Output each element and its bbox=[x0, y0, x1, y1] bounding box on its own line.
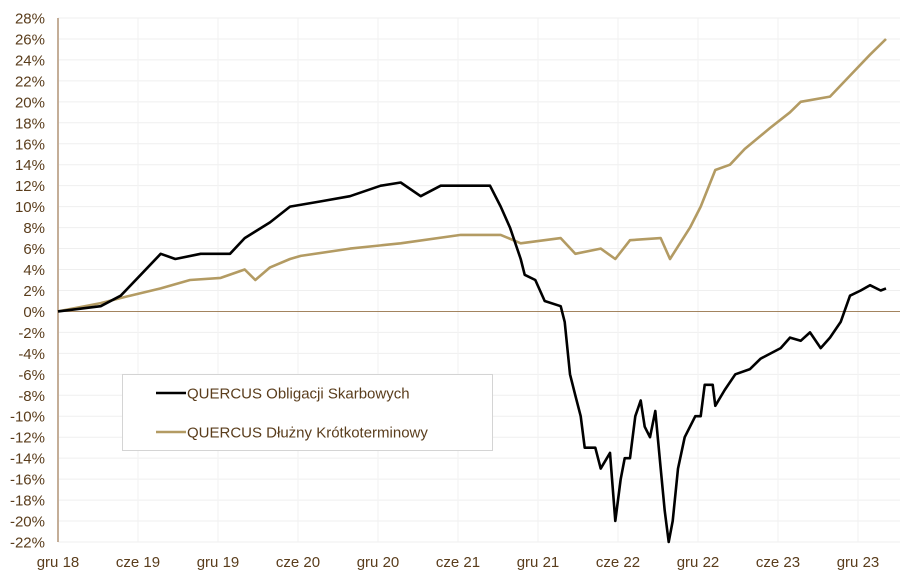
gridlines bbox=[58, 17, 900, 543]
y-tick-label: -4% bbox=[18, 346, 45, 363]
y-tick-label: 6% bbox=[23, 241, 45, 258]
y-axis-tick-labels: -22% -20% -18% -16% -14% -12% -10% -8% -6% -4% -2%… bbox=[10, 11, 45, 552]
y-tick-label: 14% bbox=[15, 157, 45, 174]
y-tick-label: 4% bbox=[23, 262, 45, 279]
y-tick-label: -18% bbox=[10, 493, 45, 510]
series-line-dluzny-krotkoterminowy bbox=[57, 38, 887, 313]
y-tick-label: -6% bbox=[18, 367, 45, 384]
legend-box bbox=[122, 374, 493, 451]
x-tick-label: gru 23 bbox=[837, 554, 880, 571]
y-tick-label: 22% bbox=[15, 73, 45, 90]
y-tick-label: 18% bbox=[15, 115, 45, 132]
y-tick-label: -8% bbox=[18, 388, 45, 405]
x-tick-label: cze 22 bbox=[596, 554, 640, 571]
y-tick-label: -20% bbox=[10, 514, 45, 531]
y-tick-label: -16% bbox=[10, 472, 45, 489]
y-tick-label: 0% bbox=[23, 304, 45, 321]
y-tick-label: 2% bbox=[23, 283, 45, 300]
legend-label-dluzny: QUERCUS Dłużny Krótkoterminowy bbox=[187, 425, 428, 442]
y-tick-label: -14% bbox=[10, 451, 45, 468]
legend: QUERCUS Obligacji Skarbowych QUERCUS Dłu… bbox=[122, 374, 493, 451]
x-tick-label: gru 20 bbox=[357, 554, 400, 571]
series-lines bbox=[57, 38, 887, 544]
y-tick-label: 28% bbox=[15, 11, 45, 28]
x-tick-label: cze 19 bbox=[116, 554, 160, 571]
y-tick-label: -12% bbox=[10, 430, 45, 447]
y-tick-label: 8% bbox=[23, 220, 45, 237]
x-tick-label: cze 23 bbox=[756, 554, 800, 571]
x-tick-label: cze 21 bbox=[436, 554, 480, 571]
y-tick-label: 20% bbox=[15, 94, 45, 111]
y-tick-label: 12% bbox=[15, 178, 45, 195]
x-tick-label: cze 20 bbox=[276, 554, 320, 571]
x-tick-label: gru 19 bbox=[197, 554, 240, 571]
y-tick-label: 16% bbox=[15, 136, 45, 153]
legend-label-obligacji: QUERCUS Obligacji Skarbowych bbox=[187, 386, 410, 403]
y-tick-label: 26% bbox=[15, 31, 45, 48]
y-tick-label: -10% bbox=[10, 409, 45, 426]
series-line-obligacji-skarbowych bbox=[57, 181, 887, 544]
y-tick-label: -2% bbox=[18, 325, 45, 342]
x-tick-label: gru 22 bbox=[677, 554, 720, 571]
x-tick-label: gru 18 bbox=[37, 554, 80, 571]
y-tick-label: -22% bbox=[10, 535, 45, 552]
x-axis-tick-labels: gru 18 cze 19 gru 19 cze 20 gru 20 cze 21 gru … bbox=[37, 554, 880, 571]
x-tick-label: gru 21 bbox=[517, 554, 560, 571]
y-tick-label: 10% bbox=[15, 199, 45, 216]
y-tick-label: 24% bbox=[15, 52, 45, 69]
